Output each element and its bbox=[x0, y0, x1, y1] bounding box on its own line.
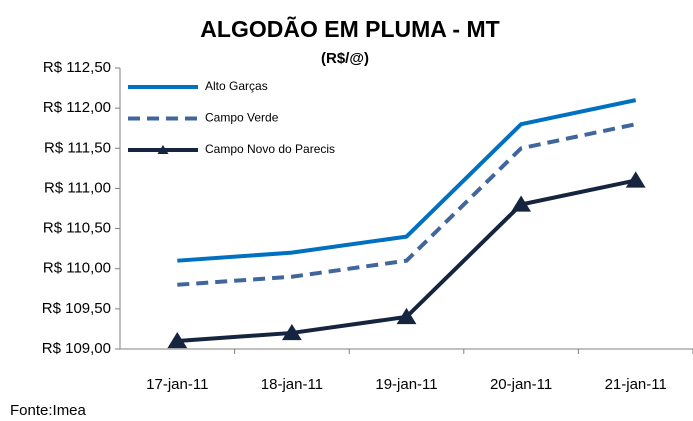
legend-label: Alto Garças bbox=[205, 79, 268, 93]
y-tick-label: R$ 109,00 bbox=[42, 340, 111, 357]
y-tick-label: R$ 110,50 bbox=[43, 220, 111, 237]
series-line bbox=[177, 122, 637, 287]
x-tick-label: 18-jan-11 bbox=[261, 376, 323, 393]
legend-label: Campo Verde bbox=[205, 111, 279, 125]
x-tick-label: 19-jan-11 bbox=[375, 376, 437, 393]
point-marker bbox=[282, 323, 302, 341]
chart-title: ALGODÃO EM PLUMA - MT bbox=[200, 15, 499, 42]
x-tick-label: 21-jan-11 bbox=[605, 376, 667, 393]
y-tick-label: R$ 111,50 bbox=[44, 139, 111, 156]
point-marker bbox=[625, 171, 646, 188]
source-note: Fonte:Imea bbox=[10, 402, 87, 419]
y-tick-label: R$ 112,00 bbox=[43, 99, 111, 116]
point-marker bbox=[511, 195, 531, 212]
legend-label: Campo Novo do Parecis bbox=[205, 142, 335, 156]
chart-subtitle: (R$/@) bbox=[321, 50, 369, 67]
point-marker bbox=[396, 307, 417, 325]
y-tick-label: R$ 109,50 bbox=[42, 300, 111, 317]
y-tick-label: R$ 111,00 bbox=[44, 179, 111, 196]
point-marker bbox=[167, 331, 188, 349]
series-line bbox=[177, 98, 637, 263]
y-tick-label: R$ 110,00 bbox=[43, 260, 111, 277]
legend-marker bbox=[157, 145, 169, 154]
y-tick-label: R$ 112,50 bbox=[43, 59, 111, 76]
x-tick-label: 17-jan-11 bbox=[146, 376, 208, 393]
x-tick-label: 20-jan-11 bbox=[490, 376, 552, 393]
